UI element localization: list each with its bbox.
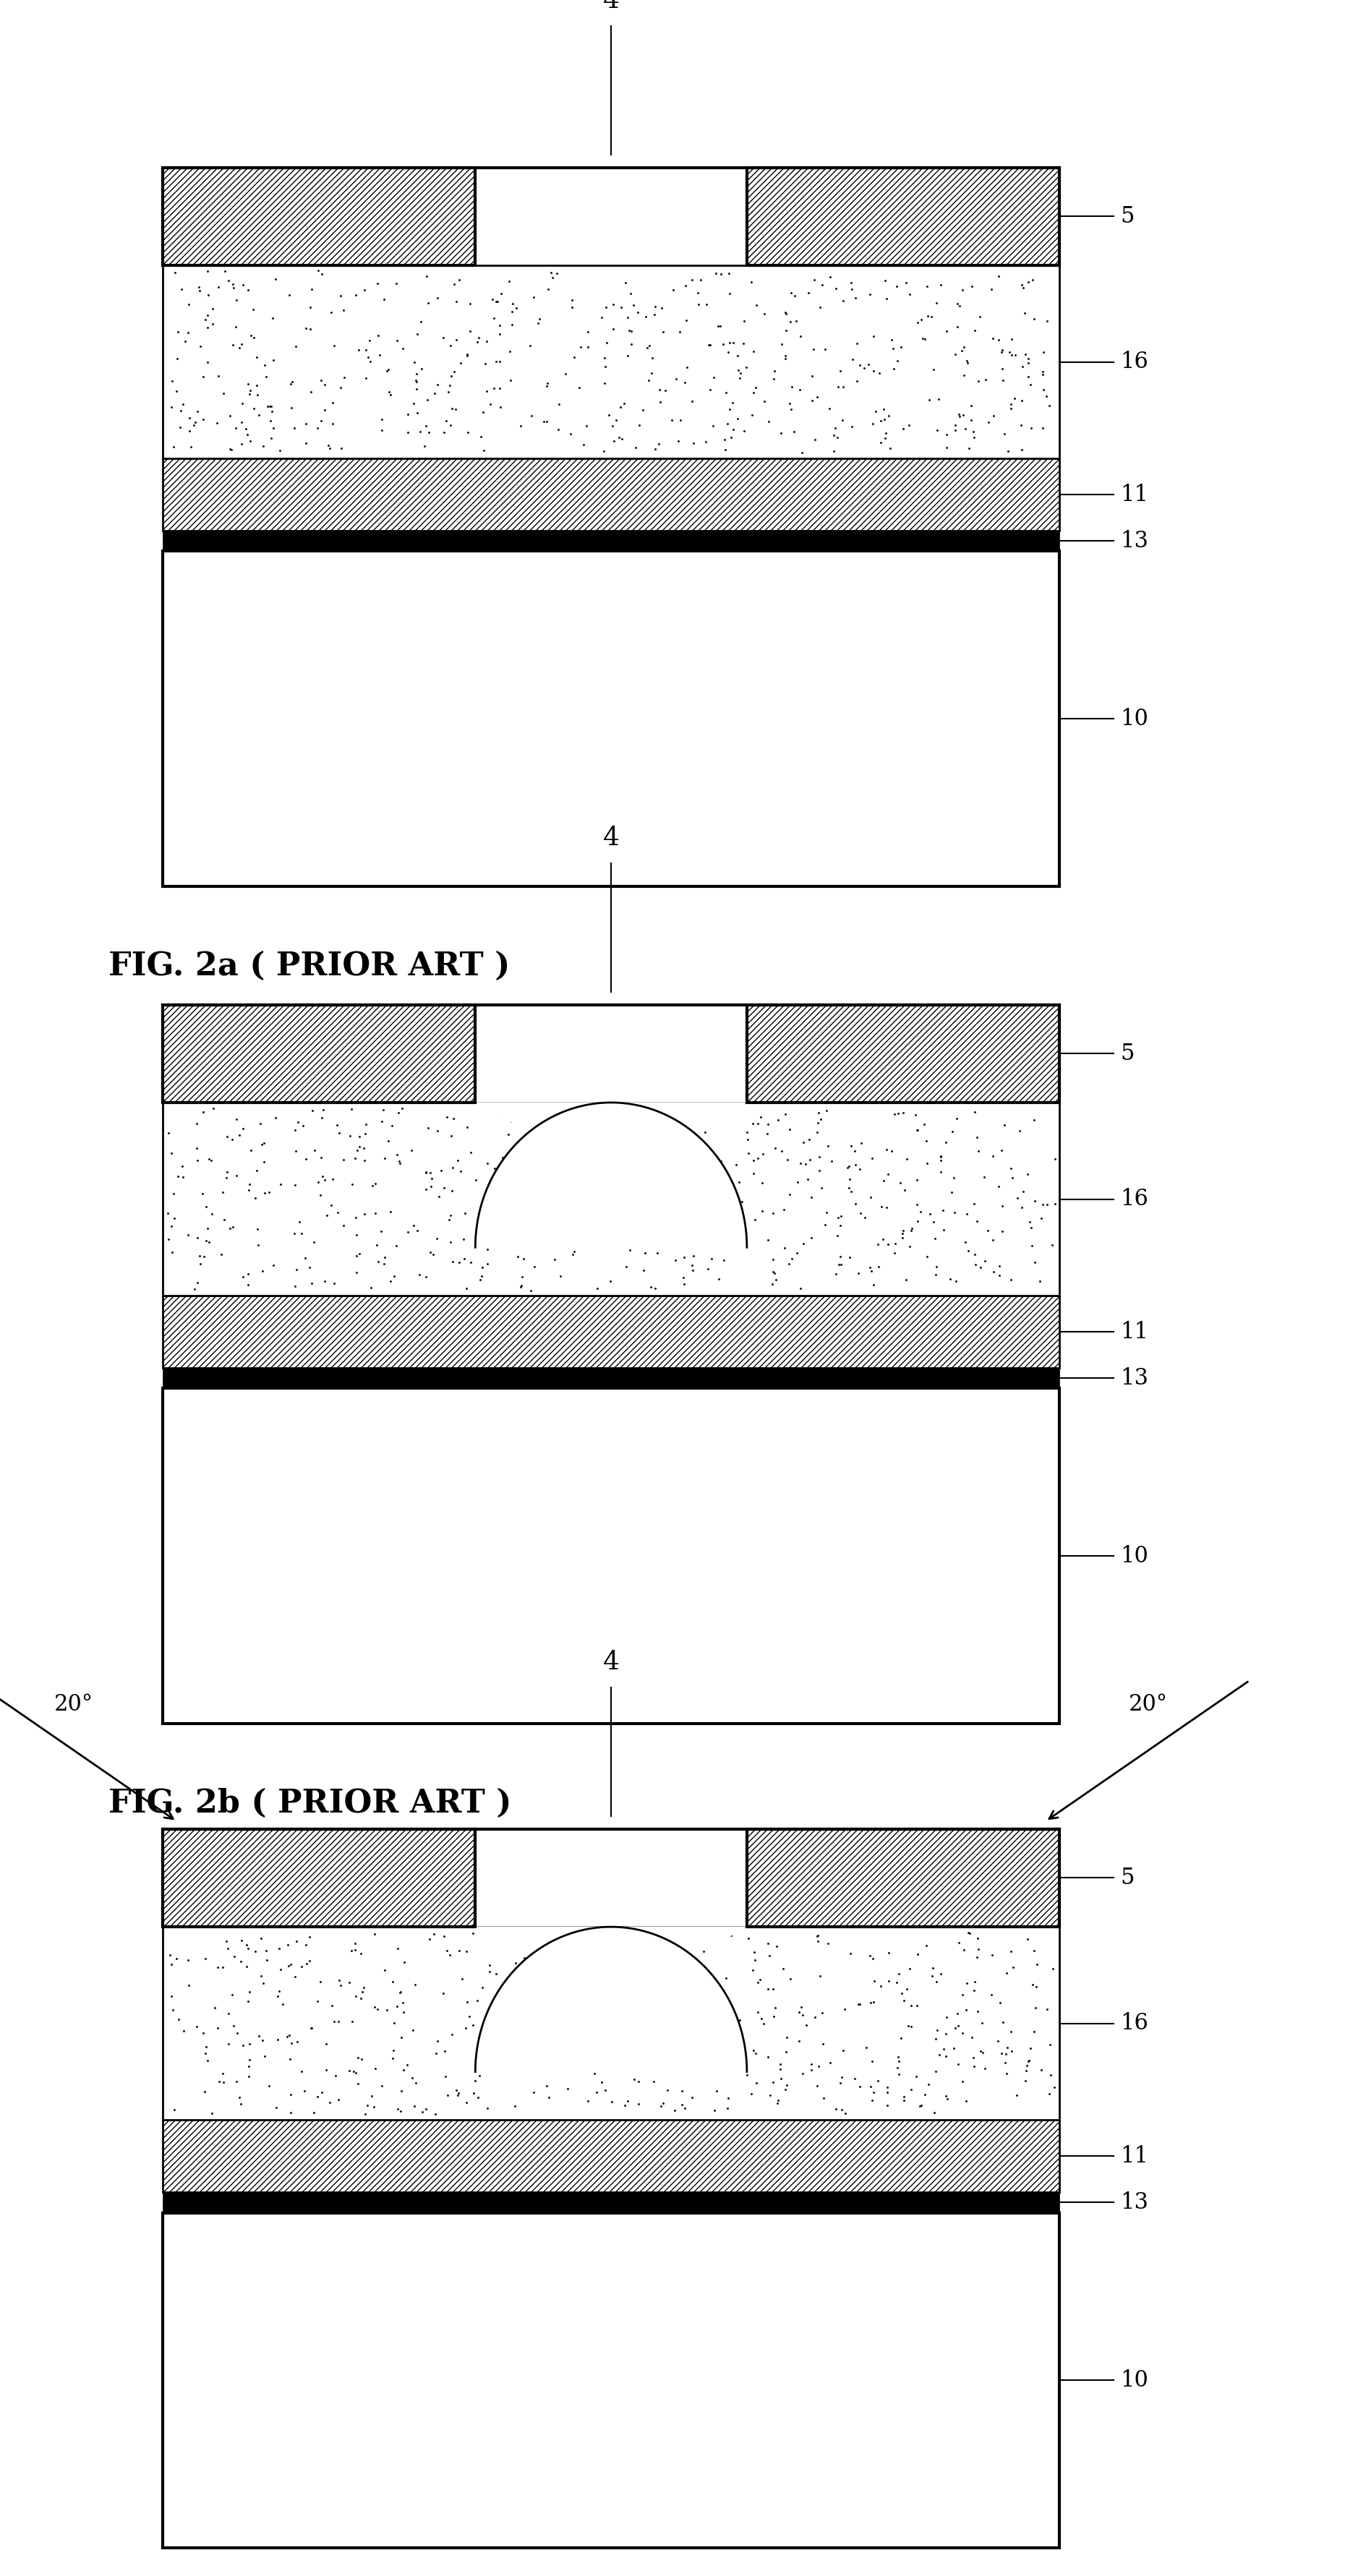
Bar [163, 167, 475, 265]
Bar [163, 265, 1059, 459]
Bar [163, 1005, 475, 1103]
Polygon shape [475, 1927, 747, 2071]
Bar [163, 1296, 1059, 1368]
Bar [747, 1005, 1059, 1103]
Text: 10: 10 [1120, 708, 1149, 729]
Bar [163, 1368, 1059, 1388]
Text: 4: 4 [603, 824, 619, 850]
Text: 5: 5 [1120, 1043, 1134, 1064]
Bar [163, 2192, 1059, 2213]
Text: 4: 4 [603, 0, 619, 13]
Text: 5: 5 [1120, 1868, 1134, 1888]
Text: 11: 11 [1120, 2146, 1149, 2166]
Bar [163, 1388, 1059, 1723]
Bar [163, 2213, 1059, 2548]
Bar [163, 531, 1059, 551]
Text: 16: 16 [1120, 350, 1149, 374]
Text: 11: 11 [1120, 484, 1149, 505]
Text: 20°: 20° [54, 1692, 94, 1716]
Bar [163, 1103, 1059, 1296]
Text: 16: 16 [1120, 2012, 1149, 2035]
Text: 10: 10 [1120, 1546, 1149, 1566]
Text: 4: 4 [603, 1649, 619, 1674]
Text: 5: 5 [1120, 206, 1134, 227]
Bar [163, 2120, 1059, 2192]
Text: 11: 11 [1120, 1321, 1149, 1342]
Text: FIG. 2a ( PRIOR ART ): FIG. 2a ( PRIOR ART ) [109, 951, 511, 981]
Bar [163, 551, 1059, 886]
Text: 13: 13 [1120, 531, 1149, 551]
Text: 16: 16 [1120, 1188, 1149, 1211]
Polygon shape [475, 1103, 747, 1247]
Bar [163, 1829, 475, 1927]
Text: 20°: 20° [1128, 1692, 1168, 1716]
Text: 13: 13 [1120, 2192, 1149, 2213]
Bar [163, 1927, 1059, 2120]
Bar [747, 167, 1059, 265]
Bar [163, 459, 1059, 531]
Bar [747, 1829, 1059, 1927]
Text: FIG. 2b ( PRIOR ART ): FIG. 2b ( PRIOR ART ) [109, 1788, 512, 1819]
Text: 10: 10 [1120, 2370, 1149, 2391]
Text: 13: 13 [1120, 1368, 1149, 1388]
